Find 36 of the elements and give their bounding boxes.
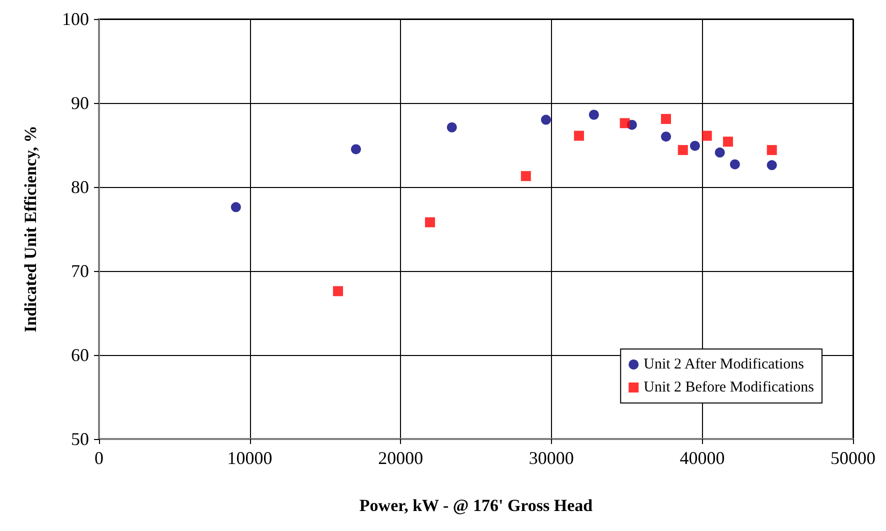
- point: [766, 160, 777, 170]
- point: [350, 144, 361, 154]
- point: [574, 130, 584, 141]
- x-tick-label: 40000: [680, 448, 725, 468]
- point: [446, 122, 457, 132]
- x-tick-label: 30000: [528, 448, 574, 468]
- y-tick-label: 60: [71, 345, 89, 365]
- point: [702, 130, 712, 141]
- point: [661, 132, 672, 142]
- point: [333, 286, 344, 296]
- point: [425, 217, 436, 228]
- x-tick-label: 0: [94, 448, 104, 468]
- point: [620, 118, 630, 128]
- x-tick-label: 20000: [378, 448, 424, 468]
- point: [714, 148, 725, 158]
- y-tick-label: 90: [71, 93, 89, 113]
- y-tick-label: 80: [71, 177, 89, 197]
- y-axis-title: Indicated Unit Efficiency, %: [21, 126, 40, 332]
- point: [678, 145, 688, 156]
- y-tick-label: 50: [71, 429, 89, 449]
- x-tick-label: 10000: [227, 448, 272, 468]
- point: [540, 114, 551, 125]
- point: [661, 114, 672, 124]
- point: [588, 110, 599, 120]
- point: [230, 202, 241, 212]
- point: [520, 171, 531, 182]
- point: [730, 159, 740, 170]
- x-axis-title: Power, kW - @ 176' Gross Head: [359, 496, 594, 515]
- y-tick-label: 70: [71, 261, 89, 281]
- x-tick-label: 50000: [830, 448, 876, 468]
- y-tick-label: 100: [62, 9, 89, 29]
- point: [766, 145, 777, 156]
- legend-label: Unit 2 Before Modifications: [644, 380, 814, 396]
- point: [690, 140, 700, 151]
- point: [722, 136, 733, 147]
- legend-label: Unit 2 After Modifications: [644, 356, 804, 372]
